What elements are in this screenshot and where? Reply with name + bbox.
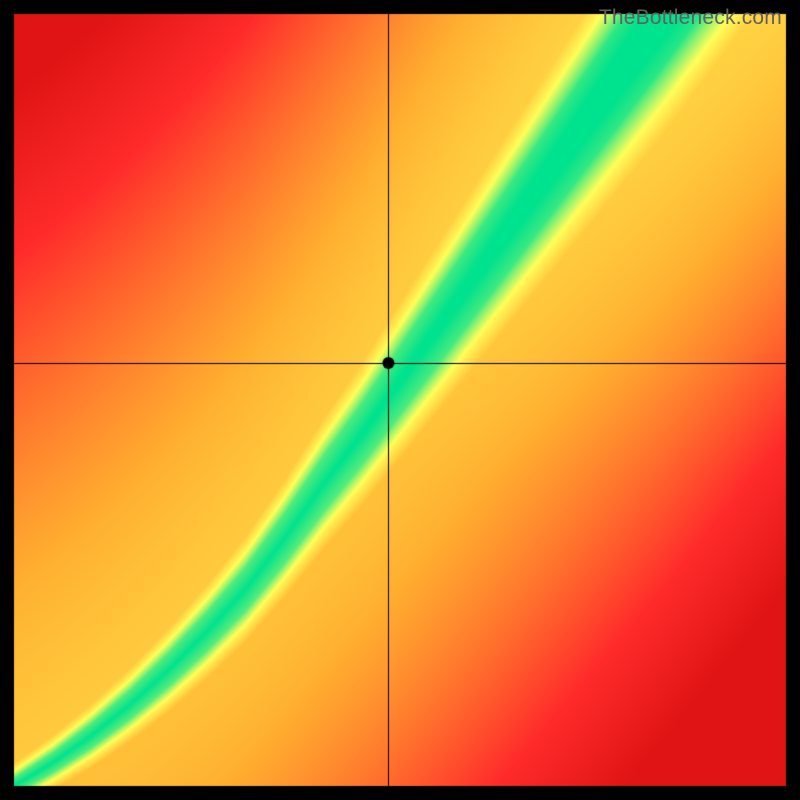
chart-container: TheBottleneck.com xyxy=(0,0,800,800)
bottleneck-heatmap xyxy=(0,0,800,800)
watermark-text: TheBottleneck.com xyxy=(599,6,782,30)
